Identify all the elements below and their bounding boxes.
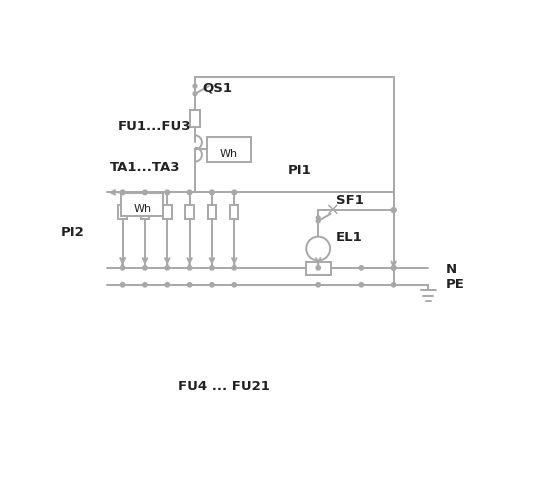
- Circle shape: [165, 190, 170, 195]
- Circle shape: [120, 190, 125, 195]
- Circle shape: [165, 282, 169, 287]
- Circle shape: [316, 266, 320, 270]
- Circle shape: [187, 266, 192, 270]
- Circle shape: [232, 190, 236, 195]
- Circle shape: [232, 266, 236, 270]
- Text: Wh: Wh: [220, 149, 238, 159]
- Bar: [230, 205, 239, 219]
- Circle shape: [392, 266, 396, 270]
- Bar: [185, 205, 194, 219]
- Circle shape: [143, 282, 147, 287]
- Text: Wh: Wh: [133, 204, 152, 214]
- Text: PI2: PI2: [61, 226, 84, 239]
- Bar: [121, 193, 164, 216]
- Circle shape: [187, 282, 192, 287]
- Circle shape: [121, 282, 125, 287]
- Bar: [163, 205, 171, 219]
- Circle shape: [193, 84, 197, 88]
- Bar: [118, 205, 127, 219]
- Circle shape: [391, 208, 396, 212]
- Text: PI1: PI1: [288, 164, 311, 177]
- Circle shape: [316, 282, 320, 287]
- Circle shape: [165, 266, 169, 270]
- Text: PE: PE: [446, 278, 465, 291]
- Circle shape: [143, 190, 147, 195]
- Circle shape: [306, 237, 330, 260]
- Text: N: N: [446, 263, 457, 276]
- Circle shape: [210, 266, 214, 270]
- Circle shape: [316, 216, 320, 220]
- Circle shape: [209, 190, 214, 195]
- Bar: [190, 110, 200, 127]
- Circle shape: [359, 266, 364, 270]
- Bar: [208, 205, 216, 219]
- Text: TA1...TA3: TA1...TA3: [110, 161, 181, 174]
- Circle shape: [316, 219, 320, 223]
- Bar: [306, 262, 331, 275]
- Circle shape: [187, 190, 192, 195]
- Circle shape: [359, 282, 364, 287]
- Text: SF1: SF1: [336, 194, 364, 207]
- Circle shape: [121, 266, 125, 270]
- Text: EL1: EL1: [336, 231, 363, 244]
- Circle shape: [391, 266, 396, 270]
- Circle shape: [143, 266, 147, 270]
- Bar: [207, 137, 251, 162]
- Text: QS1: QS1: [203, 82, 233, 95]
- Bar: [141, 205, 149, 219]
- Circle shape: [193, 92, 197, 96]
- Text: FU4 ... FU21: FU4 ... FU21: [179, 380, 270, 393]
- Circle shape: [391, 208, 396, 212]
- Text: FU1...FU3: FU1...FU3: [118, 120, 192, 134]
- Circle shape: [232, 282, 236, 287]
- Circle shape: [392, 282, 396, 287]
- Circle shape: [210, 282, 214, 287]
